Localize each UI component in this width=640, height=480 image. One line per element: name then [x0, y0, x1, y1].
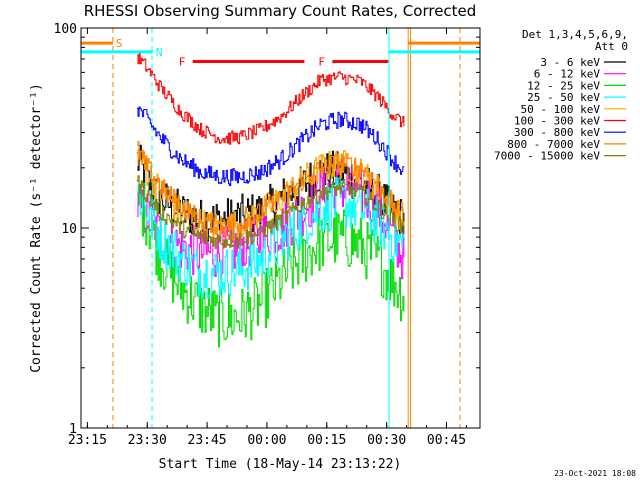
- flag-label-1: N: [156, 46, 163, 59]
- x-tick-label-6: 00:45: [427, 433, 466, 448]
- x-axis-label: Start Time (18-May-14 23:13:22): [159, 457, 402, 472]
- x-tick-label-2: 23:45: [188, 433, 227, 448]
- series-line-8: [136, 175, 405, 249]
- legend-label-1: 6 - 12 keV: [534, 68, 601, 81]
- legend-header-line-2: Att 0: [595, 40, 628, 53]
- legend-label-7: 800 - 7000 keV: [507, 138, 600, 151]
- x-tick-label-4: 00:15: [307, 433, 346, 448]
- legend-label-6: 300 - 800 keV: [514, 126, 600, 139]
- legend-label-0: 3 - 6 keV: [540, 56, 600, 69]
- chart-title: RHESSI Observing Summary Count Rates, Co…: [84, 2, 477, 20]
- y-tick-label-2: 100: [54, 22, 77, 37]
- series-line-6: [136, 106, 405, 187]
- y-tick-label-1: 10: [61, 222, 77, 237]
- timestamp: 23-Oct-2021 18:08: [554, 469, 636, 478]
- x-tick-label-5: 00:30: [367, 433, 406, 448]
- plot-data-layer: S N F F: [81, 28, 480, 428]
- axis-ticks: 23:15 23:30 23:45 00:00 00:15 00:30 00:45 1 10 10…: [54, 22, 480, 448]
- y-axis-label: Corrected Count Rate (s⁻¹ detector⁻¹): [29, 83, 44, 373]
- x-tick-label-1: 23:30: [128, 433, 167, 448]
- legend-label-2: 12 - 25 keV: [527, 79, 600, 92]
- legend-label-3: 25 - 50 keV: [527, 91, 600, 104]
- y-tick-label-0: 1: [69, 422, 77, 437]
- series-line-5: [136, 52, 405, 145]
- series-line-2: [136, 180, 405, 348]
- legend-label-4: 50 - 100 keV: [521, 103, 601, 116]
- series-line-7: [136, 141, 405, 236]
- legend-label-5: 100 - 300 keV: [514, 115, 600, 128]
- flag-label-0: S: [116, 37, 123, 50]
- legend-label-8: 7000 - 15000 keV: [494, 150, 600, 163]
- flag-label-2: F: [179, 55, 186, 68]
- x-tick-label-0: 23:15: [68, 433, 107, 448]
- legend-header-line-1: Det 1,3,4,5,6,9,: [522, 28, 628, 41]
- flag-label-3: F: [318, 55, 325, 68]
- x-tick-label-3: 00:00: [247, 433, 286, 448]
